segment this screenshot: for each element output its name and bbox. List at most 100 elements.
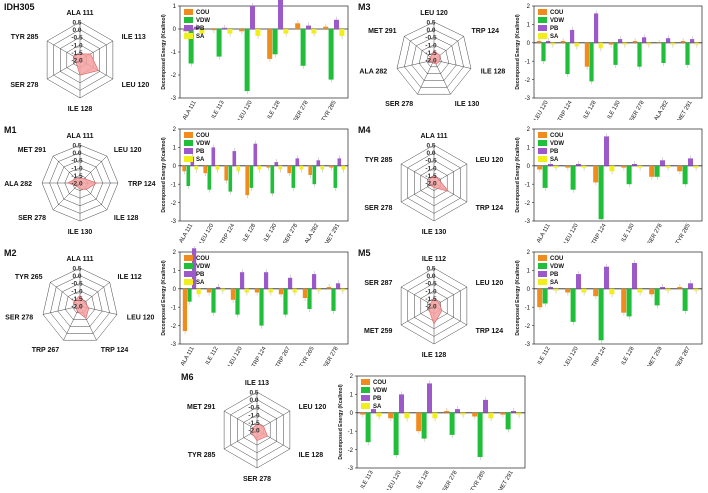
chart-title: M3 (358, 2, 371, 12)
y-tick-label: -3 (348, 466, 354, 472)
bar-vdw (570, 165, 576, 190)
bar-pb (666, 38, 671, 43)
legend-label: PB (196, 149, 205, 155)
radar-chart: M3 0.50.0-0.5-1.0-1.5-2.0 LEU 120 TRP 124 IL… (358, 2, 505, 108)
legend-label: PB (550, 272, 559, 278)
y-axis-label: Decomposed Energy (Kcal/mol) (161, 14, 167, 90)
bar-sa (339, 29, 345, 36)
radar-axis-label: ILE 128 (68, 106, 93, 113)
y-tick-label: -2 (348, 448, 354, 454)
y-tick-label: 2 (173, 127, 177, 133)
bar-cou (584, 42, 589, 67)
radar-tick-label: -0.5 (425, 158, 437, 165)
bar-vdw (328, 29, 334, 80)
bar-sa (340, 288, 345, 291)
radar-axis-label: ILE 130 (68, 229, 93, 236)
bar-cou (254, 288, 259, 293)
bar-vdw (449, 412, 455, 435)
bar-vdw (270, 165, 275, 194)
y-tick-label: -1 (525, 59, 531, 65)
radar-chart: M5 0.50.0-0.5-1.0-1.5-2.0 ILE 112 LEU 120 TR… (358, 248, 503, 359)
bar-vdw (682, 288, 688, 311)
legend-swatch-vdw (538, 263, 547, 269)
legend-label: SA (196, 157, 205, 163)
legend-swatch-vdw (184, 140, 193, 146)
bar-cou (560, 41, 565, 43)
bar-sa (299, 165, 304, 170)
plot-frame (533, 128, 703, 222)
legend-label: PB (550, 26, 559, 32)
bar-sa (432, 412, 438, 419)
bar-chart: 2 1 0 -1 -2 -3 Decomposed Energy (Kcal/mol) ALA… (161, 246, 349, 366)
radar-tick-label: -1.0 (425, 288, 437, 295)
radar-axis-label: LEU 120 (122, 82, 150, 89)
legend-swatch-sa (184, 156, 193, 162)
bar-cou (182, 165, 186, 172)
legend-label: SA (196, 280, 205, 286)
bar-cou (278, 288, 283, 295)
x-tick-label: ILE 113 (360, 470, 375, 490)
bar-cou (224, 165, 228, 181)
x-tick-label: SER 278 (629, 100, 646, 120)
bar-pb (546, 41, 551, 43)
radar-axis-label: MET 259 (364, 328, 393, 335)
bar-cou (536, 41, 541, 43)
bar-vdw (188, 29, 194, 64)
x-tick-label: TYR 285 (470, 470, 487, 490)
legend-label: VDW (196, 264, 210, 270)
radar-grid-ring (418, 44, 450, 74)
radar-tick-label: 0.0 (72, 273, 81, 280)
bar-sa (404, 412, 410, 419)
bar-chart: 2 1 0 -1 -2 -3 Decomposed Energy (Kcal/mol) LEU… (515, 4, 703, 120)
bar-cou (230, 288, 235, 300)
radar-tick-label: 0.5 (72, 266, 81, 273)
radar-tick-label: -0.5 (71, 281, 83, 288)
bar-sa (255, 29, 261, 36)
y-tick-label: -3 (171, 342, 177, 348)
y-tick-label: -3 (525, 219, 531, 225)
bar-pb (632, 164, 637, 166)
radar-spoke (400, 286, 435, 307)
plot-frame (356, 375, 526, 469)
legend-label: VDW (550, 264, 564, 270)
bar-vdw (365, 412, 371, 443)
radar-tick-label: -1.5 (425, 50, 437, 57)
x-tick-label: SER 278 (282, 223, 299, 243)
radar-axis-label: ALA 111 (421, 133, 448, 140)
radar-axis-label: ALA 111 (67, 133, 94, 140)
bar-vdw (685, 42, 690, 65)
radar-axis-label: LEU 120 (476, 157, 504, 164)
bar-pb (483, 399, 488, 413)
y-tick-label: 2 (527, 127, 531, 133)
radar-tick-label: -1.0 (425, 42, 437, 49)
x-tick-label: ILE 128 (267, 100, 282, 120)
bar-cou (680, 41, 685, 43)
bar-pb (688, 158, 693, 166)
chart-title: IDH305 (4, 2, 35, 12)
bar-cou (211, 29, 217, 31)
x-tick-label: TRP 124 (591, 345, 608, 366)
radar-axis-label: SER 287 (364, 280, 392, 287)
bar-sa (637, 165, 643, 168)
x-tick-label: SER 287 (675, 346, 692, 366)
radar-axis-label: ALA 111 (67, 10, 94, 17)
radar-tick-label: 0.5 (72, 20, 81, 27)
bar-vdw (300, 29, 306, 66)
bar-pb (688, 283, 693, 289)
bar-pb (211, 147, 216, 166)
radar-chart: M6 0.50.0-0.5-1.0-1.5-2.0 ILE 113 LEU 120 IL… (181, 372, 326, 483)
bar-pb (194, 26, 199, 29)
bar-vdw (542, 165, 548, 188)
y-tick-label: 1 (173, 4, 177, 10)
x-tick-label: ALA 111 (182, 100, 198, 120)
bar-cou (472, 412, 478, 417)
legend-swatch-cou (184, 255, 193, 261)
bar-cou (239, 29, 245, 32)
bar-pb (312, 274, 317, 289)
legend-label: COU (196, 256, 209, 262)
radar-tick-label: 0.0 (249, 397, 258, 404)
radar-tick-label: -2.0 (425, 304, 437, 311)
y-tick-label: -1 (171, 182, 177, 188)
y-axis-label: Decomposed Energy (Kcal/mol) (515, 137, 521, 213)
bar-cou (677, 165, 683, 172)
